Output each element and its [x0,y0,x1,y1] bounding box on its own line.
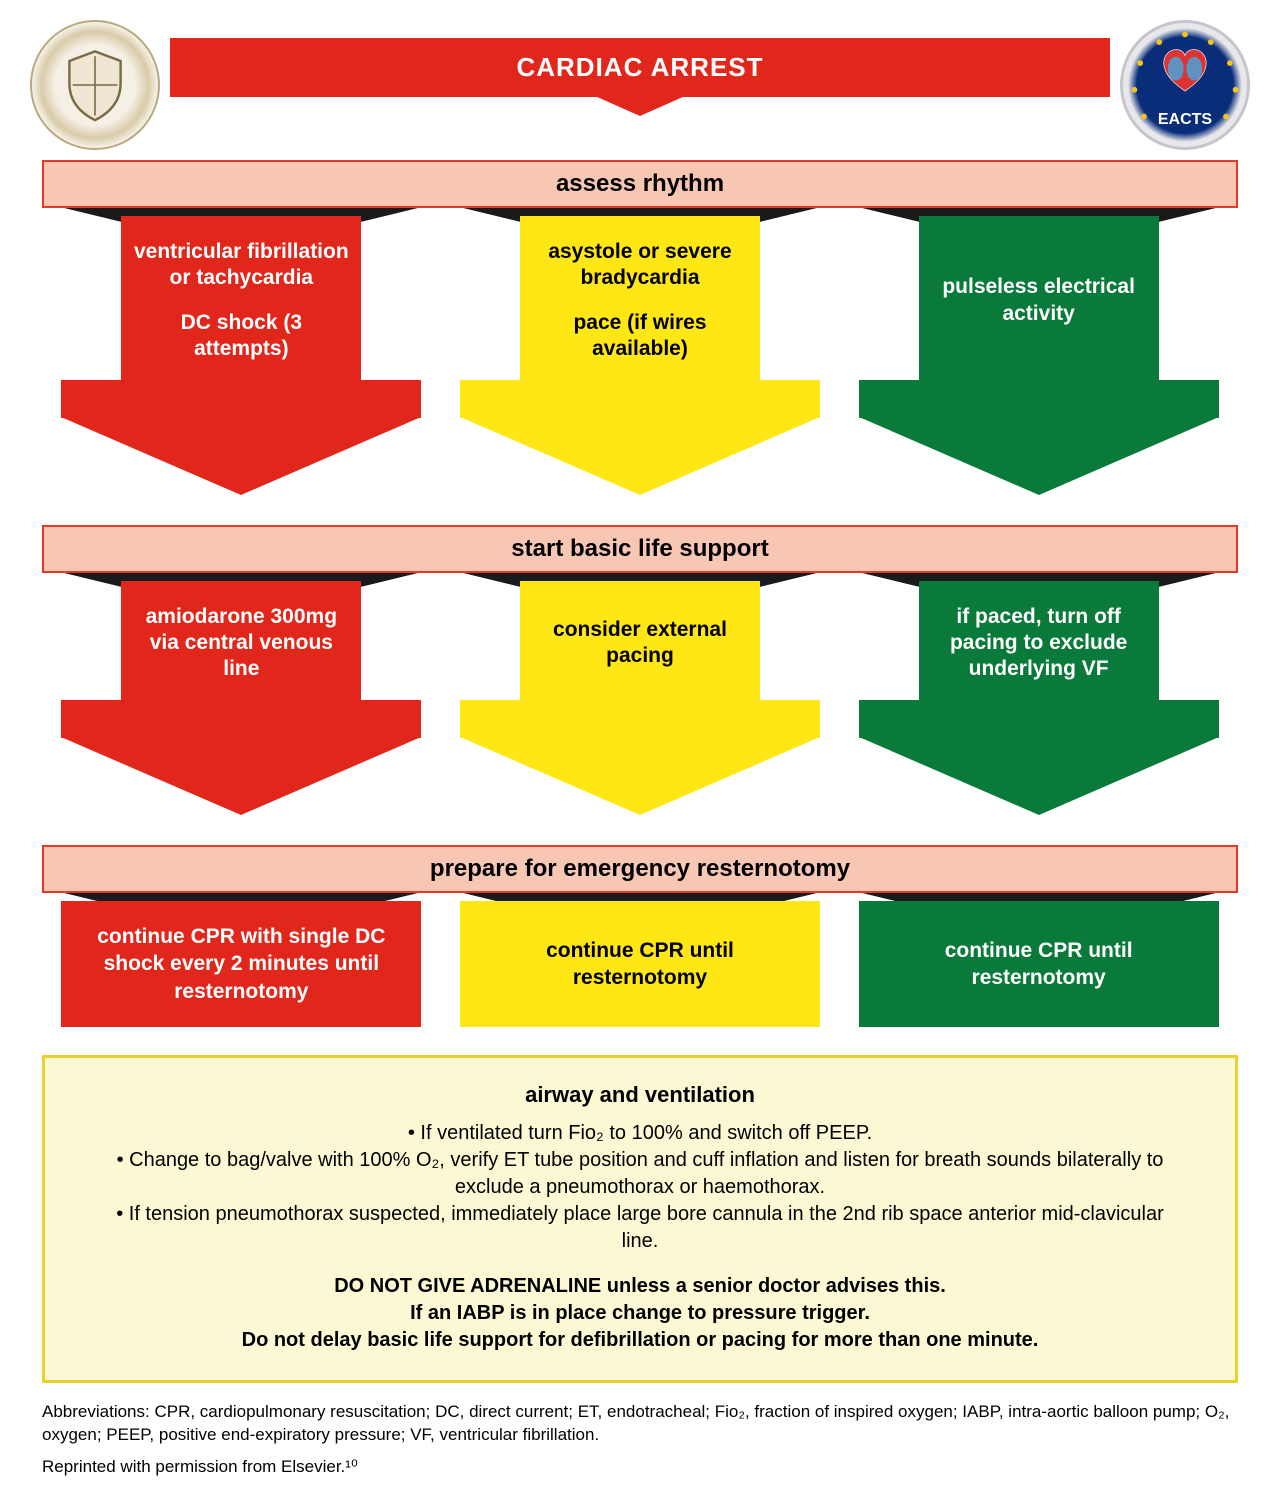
arrow-text: ventricular fibrillation or tachycardia [131,239,351,292]
pea-arrow: pulseless electrical activity [859,216,1219,495]
arrow-text: amiodarone 300mg via central venous line [131,604,351,683]
footnotes: Abbreviations: CPR, cardiopulmonary resu… [42,1401,1238,1480]
title-banner: CARDIAC ARREST [170,20,1110,116]
stage-bar-resternotomy: prepare for emergency resternotomy [42,845,1238,893]
header-row: CARDIAC ARREST EACTS [30,20,1250,150]
info-bullet: Change to bag/valve with 100% O₂, verify… [115,1147,1165,1201]
info-bullets: If ventilated turn Fio₂ to 100% and swit… [115,1120,1165,1255]
arrow-text: if paced, turn off pacing to exclude und… [929,604,1149,683]
info-bold-line: Do not delay basic life support for defi… [115,1327,1165,1354]
asystole-arrow: asystole or severe bradycardia pace (if … [460,216,820,495]
final-box-green: continue CPR until resternotomy [859,901,1219,1027]
arrow-text: DC shock (3 attempts) [131,310,351,363]
arrow-text: pace (if wires available) [530,310,750,363]
info-bold-block: DO NOT GIVE ADRENALINE unless a senior d… [115,1273,1165,1354]
stage-bar-bls: start basic life support [42,525,1238,573]
eacts-logo: EACTS [1120,20,1250,150]
info-bold-line: If an IABP is in place change to pressur… [115,1300,1165,1327]
title-chevron-icon [595,96,685,116]
final-box-red: continue CPR with single DC shock every … [61,901,421,1027]
info-bullet: If tension pneumothorax suspected, immed… [115,1201,1165,1255]
abbreviations-text: Abbreviations: CPR, cardiopulmonary resu… [42,1401,1238,1447]
final-box-yellow: continue CPR until resternotomy [460,901,820,1027]
arrow-row-1: ventricular fibrillation or tachycardia … [42,216,1238,495]
stage-bar-assess: assess rhythm [42,160,1238,208]
amiodarone-arrow: amiodarone 300mg via central venous line [61,581,421,815]
info-heading: airway and ventilation [115,1080,1165,1110]
final-box-row: continue CPR with single DC shock every … [42,901,1238,1027]
arrow-row-2: amiodarone 300mg via central venous line… [42,581,1238,815]
info-bullet: If ventilated turn Fio₂ to 100% and swit… [115,1120,1165,1147]
arrow-text: asystole or severe bradycardia [530,239,750,292]
external-pacing-arrow: consider external pacing [460,581,820,815]
eacts-label: EACTS [1158,111,1212,129]
arrow-text: pulseless electrical activity [929,274,1149,327]
airway-info-panel: airway and ventilation If ventilated tur… [42,1055,1238,1383]
info-bold-line: DO NOT GIVE ADRENALINE unless a senior d… [115,1273,1165,1300]
credit-text: Reprinted with permission from Elsevier.… [42,1456,1238,1479]
shield-icon [55,45,135,125]
vf-vt-arrow: ventricular fibrillation or tachycardia … [61,216,421,495]
sts-logo [30,20,160,150]
pacing-off-arrow: if paced, turn off pacing to exclude und… [859,581,1219,815]
title-text: CARDIAC ARREST [170,38,1110,97]
arrow-text: consider external pacing [530,617,750,670]
